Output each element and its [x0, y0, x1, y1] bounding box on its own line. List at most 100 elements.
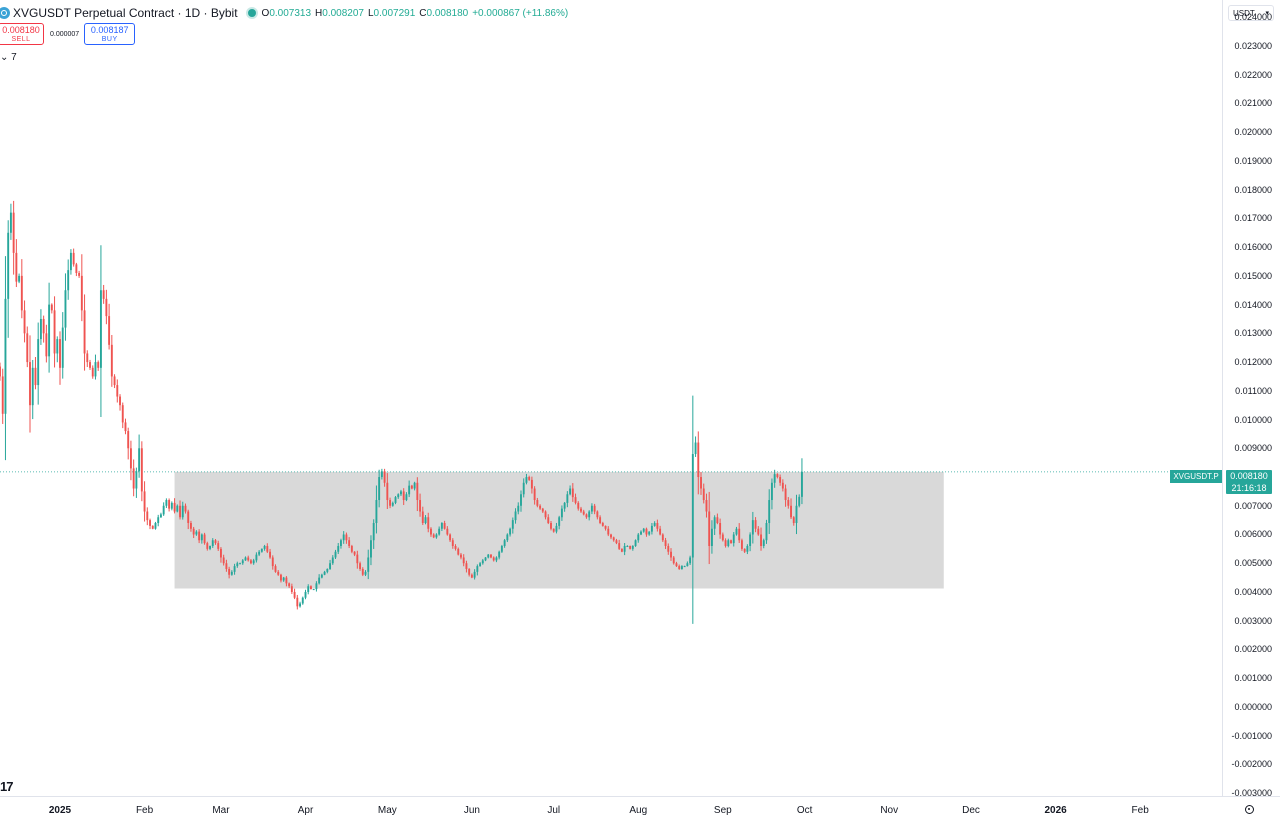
symbol-title[interactable]: XVGUSDT Perpetual Contract · 1D · Bybit: [13, 6, 238, 20]
candle-body: [18, 275, 21, 282]
candle: [697, 431, 700, 495]
candle: [430, 527, 432, 537]
candle-body: [438, 528, 441, 535]
candle: [648, 531, 651, 536]
candle: [236, 561, 239, 568]
candle-body: [356, 554, 359, 564]
indicators-toggle[interactable]: ⌄ 7: [0, 52, 17, 63]
candle-body: [285, 577, 288, 584]
candle: [159, 512, 162, 518]
candle: [72, 248, 75, 267]
candle-body: [315, 583, 318, 590]
buy-button[interactable]: 0.008187 BUY: [84, 23, 136, 45]
candle: [451, 538, 454, 549]
currency-select[interactable]: USDT ▾: [1228, 5, 1274, 21]
settings-gear-icon[interactable]: [1245, 805, 1254, 814]
candle: [768, 489, 771, 534]
candle: [391, 501, 394, 507]
candle: [367, 549, 370, 580]
candle-body: [675, 563, 678, 567]
candle: [4, 256, 7, 461]
candle: [528, 475, 531, 481]
candle-body: [446, 528, 449, 535]
candle: [470, 573, 473, 579]
candle: [473, 569, 476, 580]
candle: [479, 561, 482, 567]
candle-body: [457, 548, 460, 555]
candle-body: [435, 534, 438, 538]
candle-body: [258, 551, 261, 555]
candle: [405, 492, 408, 502]
candle: [310, 585, 312, 590]
candle: [285, 576, 288, 587]
candle-body: [269, 551, 271, 558]
candle: [599, 515, 602, 525]
candle-body: [615, 540, 618, 544]
candle-body: [661, 534, 664, 541]
candle: [342, 531, 345, 544]
candle-body: [580, 508, 582, 512]
sell-button[interactable]: 0.008180 SELL: [0, 23, 44, 45]
candle-body: [708, 511, 711, 546]
candle: [86, 350, 89, 367]
candle: [738, 523, 741, 543]
candle-body: [37, 339, 40, 386]
candle: [525, 473, 528, 485]
candle: [661, 533, 664, 543]
candle: [555, 522, 558, 534]
candle-body: [487, 554, 490, 558]
candle: [732, 532, 735, 547]
candle: [719, 518, 722, 539]
candle: [443, 520, 446, 530]
candle-body: [230, 571, 233, 575]
candle-body: [623, 545, 626, 552]
candle: [438, 526, 441, 536]
candle: [670, 548, 672, 561]
candle-body: [372, 523, 375, 541]
candle-body: [650, 525, 653, 532]
spread-value: 0.000007: [50, 30, 80, 38]
candle: [37, 322, 40, 405]
candle: [642, 527, 645, 533]
price-tick-label: 0.013000: [1234, 328, 1272, 339]
candle: [89, 359, 91, 370]
candle: [667, 543, 670, 555]
candle-body: [69, 252, 72, 271]
tradingview-logo-icon[interactable]: 17: [0, 779, 14, 794]
candle: [588, 510, 591, 521]
candle-body: [691, 454, 694, 558]
candle: [760, 527, 762, 551]
candle-body: [132, 468, 135, 489]
candle-body: [91, 367, 94, 377]
candle-body: [500, 545, 503, 552]
candle: [629, 545, 632, 550]
candle-body: [124, 422, 127, 432]
candle: [762, 538, 765, 549]
candle-body: [236, 563, 239, 567]
candle: [427, 512, 430, 533]
candle: [440, 522, 443, 532]
candle: [113, 374, 116, 389]
candle-body: [209, 545, 211, 549]
candle: [585, 513, 588, 519]
candle-body: [53, 310, 56, 354]
candle-body: [740, 540, 743, 549]
candle: [522, 478, 525, 498]
candle: [653, 521, 656, 527]
candle: [713, 515, 716, 536]
candle-body: [56, 339, 59, 354]
candle-body: [89, 362, 91, 368]
candle-body: [9, 212, 12, 233]
candle-body: [702, 488, 705, 501]
candle-body: [462, 557, 465, 564]
candle: [498, 550, 501, 560]
candle-body: [217, 543, 220, 549]
ohlc-close: C0.008180: [419, 7, 469, 19]
candle: [121, 402, 124, 429]
currency-value: USDT: [1233, 9, 1255, 18]
candle-body: [405, 494, 408, 501]
candle-body: [479, 563, 482, 567]
candle: [78, 270, 81, 278]
candle: [751, 511, 754, 544]
